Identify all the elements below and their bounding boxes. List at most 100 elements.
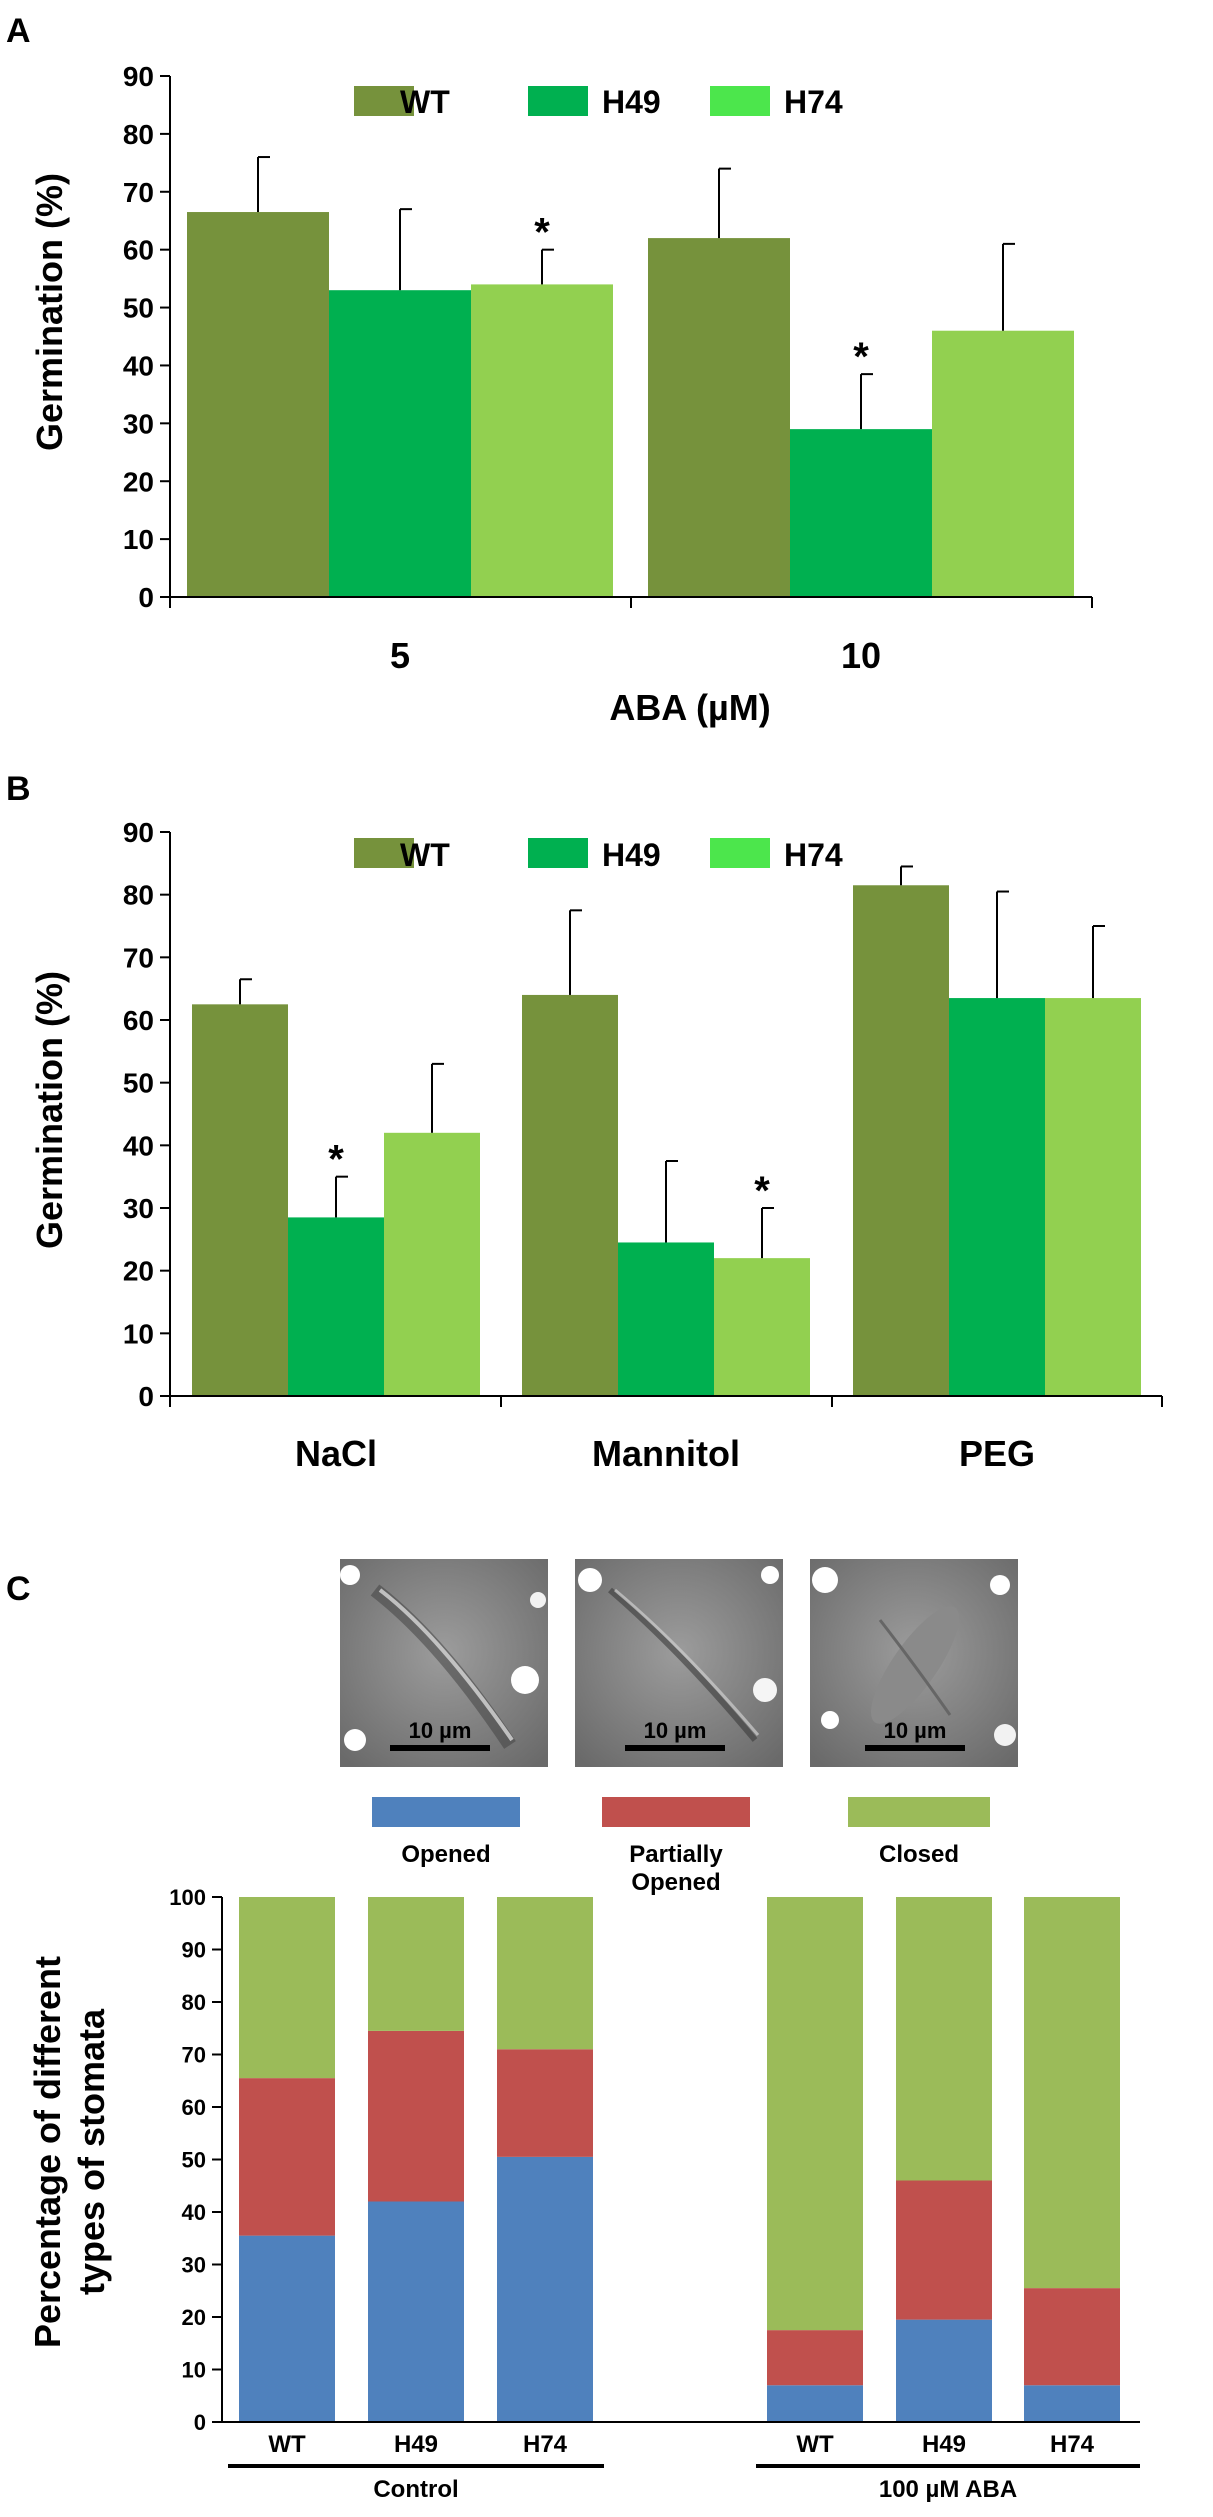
significance-marker: *: [328, 1138, 344, 1182]
legend-label-opened: Opened: [401, 1841, 490, 1868]
panel-a-y-ticks: 0 10 20 30 40 50 60 70 80 90: [123, 61, 170, 613]
scale-bar-label: 10 µm: [644, 1718, 707, 1743]
y-tick-label: 50: [123, 293, 154, 324]
y-tick-label: 80: [182, 1990, 206, 2015]
y-tick-label: 20: [182, 2305, 206, 2330]
significance-marker: *: [853, 335, 869, 379]
legend-label-closed: Closed: [879, 1841, 959, 1868]
category-label: WT: [268, 2431, 306, 2458]
stacked-bar-partially-h74-control: [497, 2049, 593, 2157]
y-tick-label: 70: [123, 177, 154, 208]
group-label-control: Control: [373, 2476, 458, 2503]
stacked-bar-closed-wt-aba: [767, 1897, 863, 2331]
y-tick-label: 40: [182, 2200, 206, 2225]
panel-a-x-axis-label: ABA (µM): [609, 687, 770, 728]
bar-wt-mannitol: [522, 994, 618, 1396]
panel-b-legend: WT H49 H74: [354, 837, 843, 873]
legend-swatch-closed: [848, 1797, 990, 1827]
y-tick-label: 90: [182, 1937, 206, 1962]
stomata-micrograph-closed: 10 µm: [810, 1559, 1018, 1767]
stacked-bar-opened-h74-aba: [1024, 2385, 1120, 2422]
legend-swatch-opened: [372, 1797, 520, 1827]
stomata-micrograph-opened: 10 µm: [340, 1559, 548, 1767]
y-tick-label: 40: [123, 1130, 154, 1161]
legend-label-partially: Partially: [629, 1841, 723, 1868]
y-tick-label: 30: [182, 2252, 206, 2277]
panel-c-label: C: [6, 1570, 31, 1608]
legend-label-h74: H74: [784, 837, 843, 873]
panel-c-y-axis-label-line1: Percentage of different: [27, 1956, 68, 2348]
bar-wt-peg: [853, 885, 949, 1396]
legend-label-wt: WT: [400, 837, 450, 873]
stacked-bar-partially-h49-aba: [896, 2180, 992, 2320]
legend-swatch-h74: [710, 838, 770, 868]
category-label: WT: [796, 2431, 834, 2458]
y-tick-label: 60: [123, 1005, 154, 1036]
scale-bar-label: 10 µm: [884, 1718, 947, 1743]
y-tick-label: 50: [182, 2147, 206, 2172]
y-tick-label: 70: [182, 2042, 206, 2067]
legend-swatch-h74: [710, 86, 770, 116]
stomata-micrograph-partially-opened: 10 µm: [575, 1559, 783, 1767]
y-tick-label: 80: [123, 119, 154, 150]
y-tick-label: 60: [182, 2095, 206, 2120]
stacked-bar-partially-wt-aba: [767, 2330, 863, 2386]
bar-wt-5: [187, 212, 329, 598]
y-tick-label: 0: [194, 2410, 206, 2435]
y-tick-label: 70: [123, 942, 154, 973]
stacked-bar-opened-h74-control: [497, 2156, 593, 2422]
bar-h74-peg: [1045, 998, 1141, 1396]
stacked-bar-opened-wt-control: [239, 2235, 335, 2422]
bar-h74-10: [932, 330, 1074, 597]
panel-c: C 10 µm 10 µm: [6, 1559, 1140, 2503]
y-tick-label: 10: [123, 1318, 154, 1349]
y-tick-label: 60: [123, 235, 154, 266]
bar-h49-peg: [949, 998, 1045, 1396]
panel-c-bars: [239, 1897, 1120, 2422]
legend-swatch-partially-opened: [602, 1797, 750, 1827]
category-label: H74: [1050, 2431, 1095, 2458]
stacked-bar-opened-h49-aba: [896, 2319, 992, 2422]
y-tick-label: 90: [123, 61, 154, 92]
stacked-bar-closed-h74-control: [497, 1897, 593, 2050]
category-label: H49: [922, 2431, 966, 2458]
bar-wt-10: [648, 238, 790, 598]
y-tick-label: 20: [123, 466, 154, 497]
y-tick-label: 90: [123, 817, 154, 848]
bar-h49-mannitol: [618, 1242, 714, 1396]
y-tick-label: 100: [169, 1885, 206, 1910]
bar-h74-mannitol: [714, 1258, 810, 1396]
legend-label-h74: H74: [784, 84, 843, 120]
y-tick-label: 50: [123, 1068, 154, 1099]
stacked-bar-partially-h74-aba: [1024, 2288, 1120, 2386]
bar-h49-5: [329, 290, 471, 597]
legend-swatch-h49: [528, 838, 588, 868]
panel-c-y-ticks: 0 10 20 30 40 50 60 70 80 90 100: [169, 1885, 222, 2435]
bar-h74-nacl: [384, 1132, 480, 1396]
panel-b-y-ticks: 0 10 20 30 40 50 60 70 80 90: [123, 817, 170, 1412]
legend-swatch-wt: [354, 838, 414, 868]
y-tick-label: 80: [123, 880, 154, 911]
stacked-bar-closed-h49-aba: [896, 1897, 992, 2181]
panel-b-category-label: NaCl: [295, 1433, 377, 1474]
scale-bar-label: 10 µm: [409, 1718, 472, 1743]
category-label: H74: [523, 2431, 568, 2458]
panel-b-y-axis-label: Germination (%): [29, 971, 70, 1249]
y-tick-label: 0: [138, 582, 154, 613]
stacked-bar-partially-wt-control: [239, 2078, 335, 2236]
y-tick-label: 10: [123, 524, 154, 555]
stacked-bar-partially-h49-control: [368, 2030, 464, 2202]
panel-c-category-labels: WT H49 H74 WT H49 H74: [268, 2431, 1094, 2458]
stacked-bar-closed-h74-aba: [1024, 1897, 1120, 2289]
significance-marker: *: [754, 1169, 770, 1213]
panel-a-category-label: 5: [390, 635, 410, 676]
legend-swatch-h49: [528, 86, 588, 116]
legend-swatch-wt: [354, 86, 414, 116]
significance-marker: *: [534, 211, 550, 255]
panel-a-bars: **: [187, 156, 1074, 598]
bar-h74-5: [471, 284, 613, 597]
bar-wt-nacl: [192, 1004, 288, 1396]
category-label: H49: [394, 2431, 438, 2458]
legend-label-h49: H49: [602, 84, 661, 120]
